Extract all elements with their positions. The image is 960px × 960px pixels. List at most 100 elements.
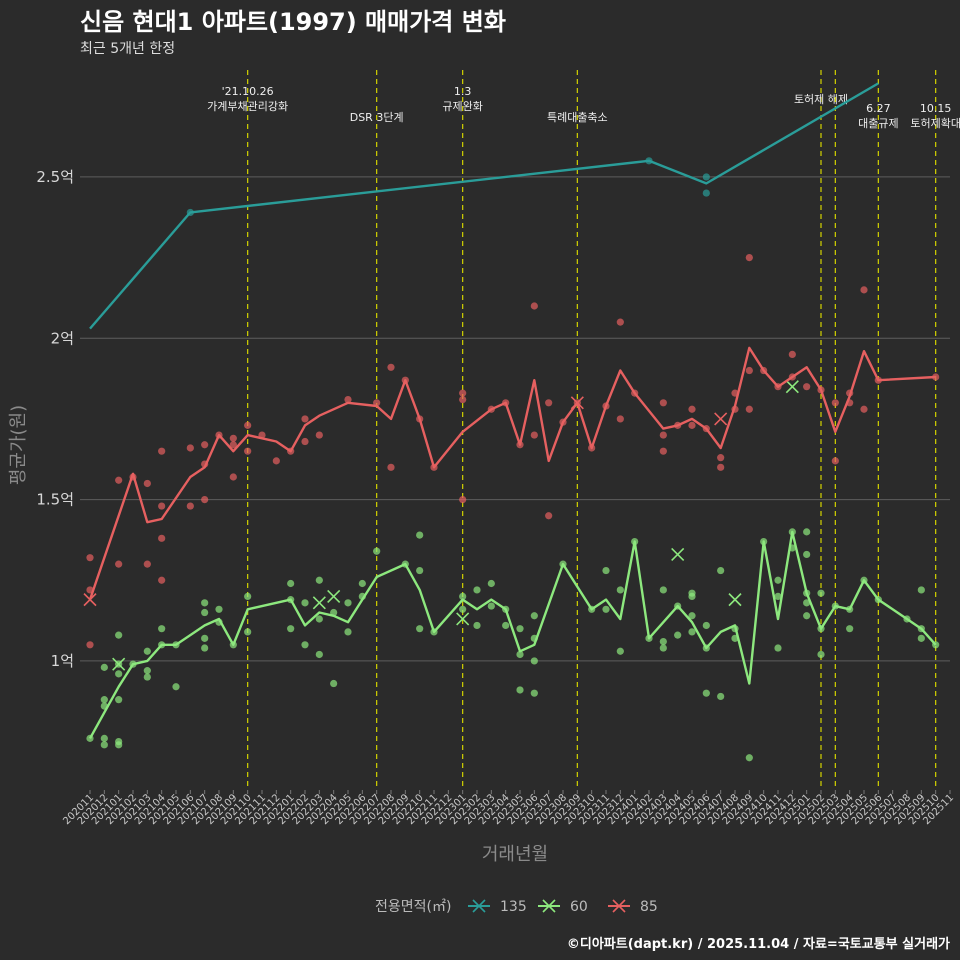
data-point	[215, 605, 223, 613]
data-point	[803, 528, 811, 536]
data-point	[803, 612, 811, 620]
data-point	[530, 657, 538, 665]
series-line	[89, 82, 879, 330]
x-marker	[83, 593, 97, 607]
event-label: DSR 3단계	[350, 111, 404, 124]
data-point	[244, 628, 252, 636]
data-point	[702, 173, 710, 181]
data-point	[100, 696, 108, 704]
event-label: '21.10.26	[222, 85, 274, 98]
data-point	[358, 579, 366, 588]
data-point	[688, 589, 696, 597]
data-point	[473, 621, 481, 630]
x-marker	[312, 596, 326, 610]
data-point	[917, 586, 925, 594]
data-point	[459, 605, 467, 613]
data-point	[315, 431, 323, 439]
data-point	[487, 579, 495, 588]
data-point	[100, 741, 108, 749]
data-point	[602, 566, 610, 575]
event-label: 10.15	[920, 102, 952, 115]
y-axis-label: 평균가(원)	[8, 405, 29, 485]
y-axis: 1억 1.5억 2억 2.5억	[36, 168, 74, 670]
event-label: 6.27	[866, 102, 891, 115]
data-point	[115, 560, 123, 568]
data-point	[745, 754, 753, 762]
data-point	[774, 644, 782, 652]
data-point	[115, 741, 123, 749]
data-point	[530, 431, 538, 439]
data-point	[516, 650, 524, 659]
y-tick-label: 1.5억	[36, 491, 74, 509]
chart-title: 신음 현대1 아파트(1997) 매매가격 변화	[80, 8, 506, 36]
data-point	[702, 189, 710, 197]
data-point	[774, 576, 782, 584]
data-point	[688, 421, 696, 429]
data-point	[616, 647, 624, 655]
data-point	[616, 415, 624, 423]
data-point	[301, 641, 309, 649]
event-label: 토허제 해제	[794, 92, 848, 106]
x-axis-label: 거래년월	[482, 844, 548, 865]
data-point	[659, 637, 667, 646]
data-point	[459, 592, 467, 601]
x-marker	[671, 547, 685, 562]
data-point	[344, 395, 352, 404]
data-point	[831, 457, 839, 465]
data-point	[831, 399, 839, 407]
data-point	[287, 625, 295, 633]
data-point	[717, 463, 725, 471]
data-point	[416, 566, 424, 575]
data-point	[717, 566, 725, 575]
data-point	[143, 673, 151, 681]
data-point	[201, 441, 209, 449]
data-point	[229, 473, 237, 481]
data-point	[315, 615, 323, 623]
data-point	[244, 447, 252, 455]
data-point	[100, 734, 108, 742]
x-marker	[785, 380, 799, 394]
event-label: 특례대출축소	[547, 111, 608, 124]
data-point	[301, 415, 309, 423]
data-point	[387, 463, 395, 471]
data-point	[459, 496, 467, 504]
series-line	[88, 530, 937, 739]
data-point	[516, 686, 524, 694]
data-point	[315, 650, 323, 659]
data-point	[244, 592, 252, 601]
data-point	[229, 434, 237, 442]
event-label: 1.3	[454, 85, 472, 98]
data-point	[201, 599, 209, 607]
series-60	[86, 380, 940, 762]
data-point	[172, 683, 180, 691]
data-point	[143, 560, 151, 568]
data-point	[143, 667, 151, 675]
data-point	[344, 599, 352, 607]
data-point	[344, 628, 352, 636]
data-point	[158, 534, 166, 542]
data-point	[745, 405, 753, 413]
data-point	[115, 696, 123, 704]
data-point	[702, 621, 710, 630]
data-point	[86, 641, 94, 649]
data-point	[659, 447, 667, 455]
data-point	[115, 631, 123, 639]
data-point	[158, 576, 166, 584]
data-point	[416, 625, 424, 633]
data-point	[201, 608, 209, 617]
data-point	[201, 644, 209, 652]
data-point	[688, 405, 696, 413]
data-point	[115, 670, 123, 678]
data-point	[788, 350, 796, 358]
data-point	[387, 363, 395, 371]
data-point	[846, 625, 854, 633]
event-label: 규제완화	[442, 100, 482, 113]
data-point	[330, 679, 338, 688]
data-point	[516, 625, 524, 633]
data-point	[688, 612, 696, 620]
y-tick-label: 1억	[51, 652, 74, 670]
data-point	[803, 550, 811, 559]
data-point	[487, 602, 495, 610]
data-point	[545, 399, 553, 407]
